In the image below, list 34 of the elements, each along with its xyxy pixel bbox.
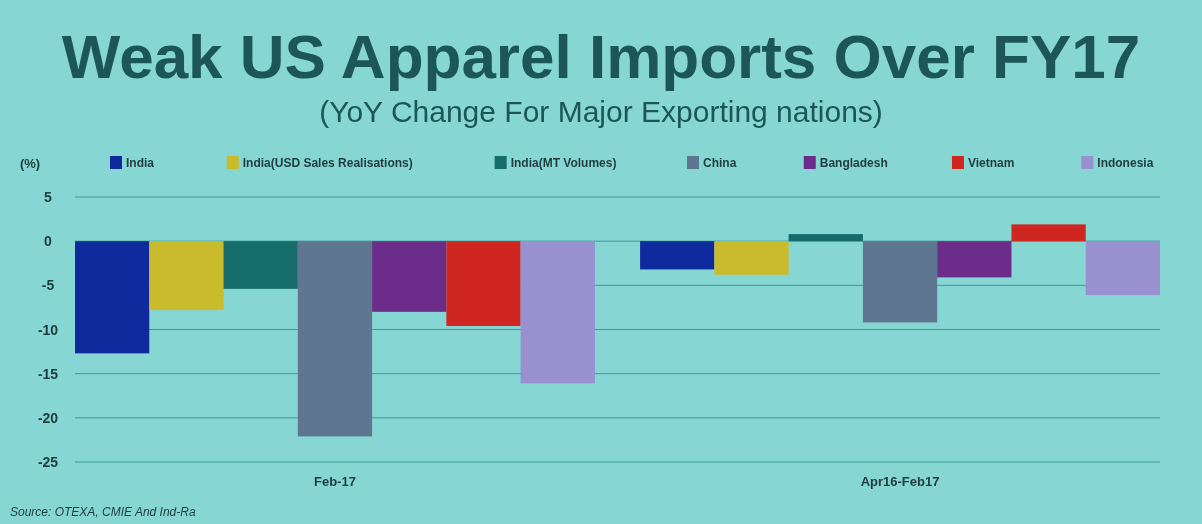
y-tick-label: -20 [37, 409, 59, 426]
bar [937, 241, 1012, 278]
legend-label: Vietnam [967, 156, 1015, 170]
chart-title: Weak US Apparel Imports Over FY17 [61, 22, 1141, 91]
y-tick-label: -25 [37, 454, 59, 470]
bar [714, 241, 789, 275]
bar [640, 241, 715, 270]
bar [75, 241, 150, 354]
bar [788, 234, 863, 242]
y-tick-label: -10 [37, 321, 59, 338]
y-axis-title: (%) [19, 156, 41, 171]
legend-label: China [703, 156, 737, 170]
bar [446, 241, 521, 326]
bar [1085, 241, 1160, 296]
source-note: Source: OTEXA, CMIE And Ind-Ra [10, 505, 196, 519]
y-tick-label: -5 [41, 277, 55, 294]
bar [520, 241, 595, 384]
x-tick-label: Feb-17 [313, 474, 356, 489]
y-tick-label: -15 [37, 365, 59, 382]
y-tick-label: 0 [44, 233, 53, 250]
y-tick-label: 5 [44, 189, 53, 205]
bar [223, 241, 298, 289]
chart-subtitle: (YoY Change For Major Exporting nations) [319, 95, 883, 128]
x-tick-label: Apr16-Feb17 [860, 474, 940, 489]
legend-label: India(MT Volumes) [510, 156, 617, 170]
bar [372, 241, 447, 312]
legend-label: Indonesia [1097, 156, 1154, 170]
bar [1011, 224, 1086, 242]
bar [149, 241, 224, 311]
legend-label: India [126, 156, 155, 170]
bar [862, 241, 938, 323]
legend-label: Bangladesh [819, 156, 888, 170]
bar [297, 241, 373, 437]
legend-label: India(USD Sales Realisations) [242, 156, 413, 170]
